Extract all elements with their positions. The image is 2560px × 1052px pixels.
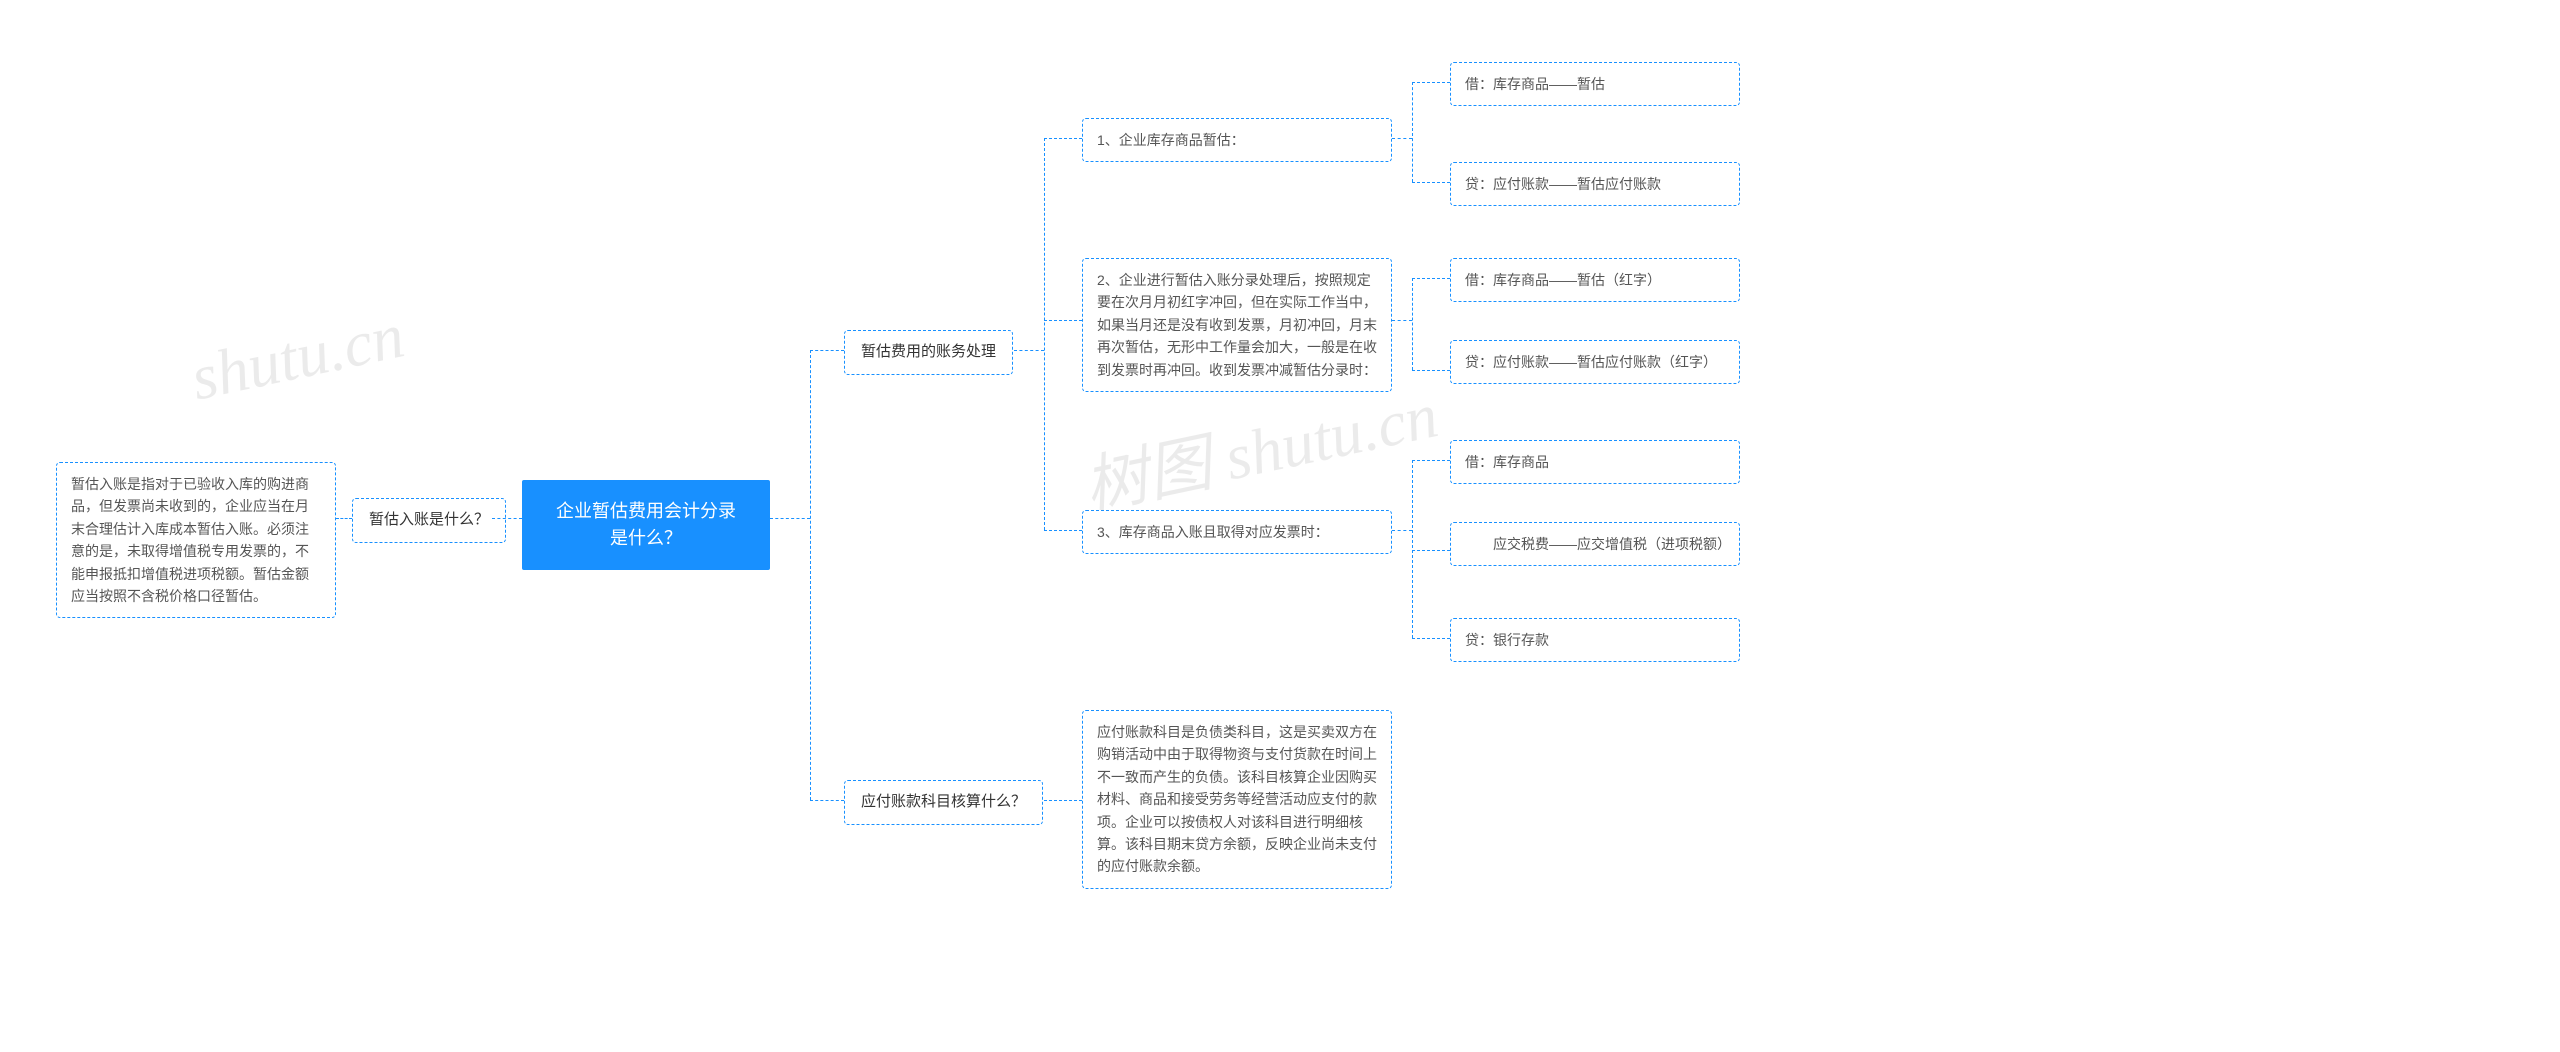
right-leaf2-text: 应付账款科目是负债类科目，这是买卖双方在购销活动中由于取得物资与支付货款在时间上…: [1097, 724, 1377, 874]
watermark-1: shutu.cn: [185, 298, 411, 415]
left-branch-text: 暂估入账是什么？: [369, 511, 489, 528]
sub2-leaf1: 借：库存商品——暂估（红字）: [1450, 258, 1740, 302]
conn-to-branch2: [810, 800, 844, 801]
conn-b1-s1: [1044, 138, 1082, 139]
conn-s3-l3: [1412, 638, 1450, 639]
sub1-node-text: 1、企业库存商品暂估：: [1097, 132, 1245, 148]
conn-b1-out: [1014, 350, 1044, 351]
conn-s3-l1: [1412, 460, 1450, 461]
conn-root-left: [492, 518, 522, 519]
conn-s3-out: [1392, 530, 1412, 531]
root-node: 企业暂估费用会计分录是什么？: [522, 480, 770, 570]
root-text: 企业暂估费用会计分录是什么？: [556, 501, 736, 548]
conn-s1-l1: [1412, 82, 1450, 83]
sub3-leaf3: 贷：银行存款: [1450, 618, 1740, 662]
sub1-leaf2-text: 贷：应付账款——暂估应付账款: [1465, 176, 1661, 192]
right-branch-2: 应付账款科目核算什么？: [844, 780, 1043, 825]
conn-b2-leaf: [1044, 800, 1082, 801]
left-leaf: 暂估入账是指对于已验收入库的购进商品，但发票尚未收到的，企业应当在月末合理估计入…: [56, 462, 336, 618]
sub3-leaf2: 应交税费——应交增值税（进项税额）: [1450, 522, 1740, 566]
conn-s3-l2: [1412, 550, 1450, 551]
left-branch: 暂估入账是什么？: [352, 498, 506, 543]
sub3-node-text: 3、库存商品入账且取得对应发票时：: [1097, 524, 1329, 540]
right-leaf2: 应付账款科目是负债类科目，这是买卖双方在购销活动中由于取得物资与支付货款在时间上…: [1082, 710, 1392, 889]
right-branch-2-text: 应付账款科目核算什么？: [861, 793, 1026, 810]
sub3-node: 3、库存商品入账且取得对应发票时：: [1082, 510, 1392, 554]
conn-b1-v: [1044, 138, 1045, 530]
conn-right-v: [810, 350, 811, 800]
conn-s3-v: [1412, 460, 1413, 638]
sub1-node: 1、企业库存商品暂估：: [1082, 118, 1392, 162]
conn-leftbranch-leaf: [336, 518, 352, 519]
conn-b1-s2: [1044, 320, 1082, 321]
sub3-leaf1: 借：库存商品: [1450, 440, 1740, 484]
sub2-node: 2、企业进行暂估入账分录处理后，按照规定要在次月月初红字冲回，但在实际工作当中，…: [1082, 258, 1392, 392]
conn-s1-l2: [1412, 182, 1450, 183]
sub3-leaf3-text: 贷：银行存款: [1465, 632, 1549, 648]
sub1-leaf2: 贷：应付账款——暂估应付账款: [1450, 162, 1740, 206]
sub2-node-text: 2、企业进行暂估入账分录处理后，按照规定要在次月月初红字冲回，但在实际工作当中，…: [1097, 272, 1377, 378]
conn-s2-l2: [1412, 370, 1450, 371]
conn-s1-v: [1412, 82, 1413, 182]
right-branch-1: 暂估费用的账务处理: [844, 330, 1013, 375]
conn-b1-s3: [1044, 530, 1082, 531]
conn-s2-v: [1412, 278, 1413, 370]
left-leaf-text: 暂估入账是指对于已验收入库的购进商品，但发票尚未收到的，企业应当在月末合理估计入…: [71, 476, 309, 604]
conn-s1-out: [1392, 138, 1412, 139]
conn-to-branch1: [810, 350, 844, 351]
sub2-leaf2: 贷：应付账款——暂估应付账款（红字）: [1450, 340, 1740, 384]
sub3-leaf1-text: 借：库存商品: [1465, 454, 1549, 470]
conn-s2-out: [1392, 320, 1412, 321]
sub1-leaf1-text: 借：库存商品——暂估: [1465, 76, 1605, 92]
sub2-leaf2-text: 贷：应付账款——暂估应付账款（红字）: [1465, 354, 1717, 370]
sub1-leaf1: 借：库存商品——暂估: [1450, 62, 1740, 106]
sub2-leaf1-text: 借：库存商品——暂估（红字）: [1465, 272, 1661, 288]
conn-root-right: [770, 518, 810, 519]
right-branch-1-text: 暂估费用的账务处理: [861, 343, 996, 360]
sub3-leaf2-text: 应交税费——应交增值税（进项税额）: [1465, 536, 1731, 552]
conn-s2-l1: [1412, 278, 1450, 279]
